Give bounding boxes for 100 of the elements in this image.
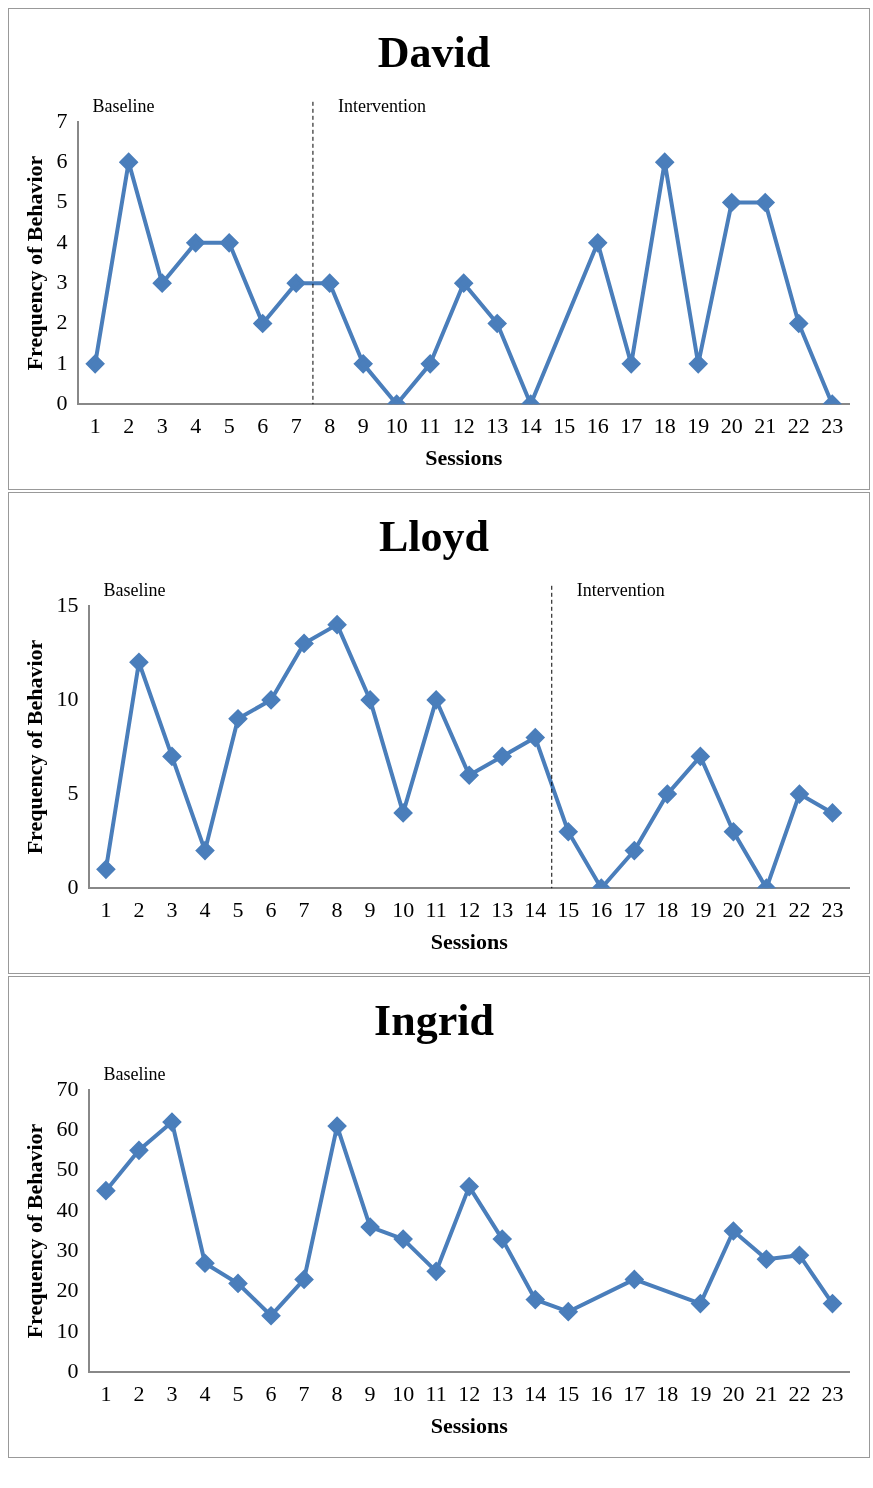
x-tick-label: 12 — [452, 413, 475, 439]
point — [96, 860, 115, 879]
point — [262, 1306, 281, 1325]
x-tick-label: 12 — [458, 1381, 481, 1407]
y-tick-label: 20 — [56, 1277, 79, 1303]
point — [320, 274, 339, 293]
x-tick-label: 2 — [133, 897, 145, 923]
x-tick-label: 17 — [620, 413, 643, 439]
point — [526, 1290, 545, 1309]
x-tick-label: 17 — [623, 897, 646, 923]
point — [129, 1141, 148, 1160]
point — [427, 1262, 446, 1281]
y-tick-label: 15 — [56, 591, 79, 617]
x-tick-label: 13 — [486, 413, 509, 439]
x-tick-label: 2 — [133, 1381, 145, 1407]
y-tick-label: 40 — [56, 1196, 79, 1222]
x-tick-label: 12 — [458, 897, 481, 923]
y-tick-label: 70 — [56, 1075, 79, 1101]
x-tick-label: 11 — [425, 1381, 447, 1407]
x-tick-label: 15 — [557, 1381, 580, 1407]
chart-title: David — [377, 27, 491, 77]
y-tick-label: 6 — [56, 147, 68, 173]
point — [195, 841, 214, 860]
x-tick-label: 8 — [324, 413, 336, 439]
y-tick-label: 1 — [56, 349, 68, 375]
point — [454, 274, 473, 293]
x-tick-label: 9 — [364, 897, 376, 923]
point — [361, 690, 380, 709]
y-tick-label: 50 — [56, 1156, 79, 1182]
point — [153, 274, 172, 293]
point — [229, 709, 248, 728]
x-tick-label: 16 — [590, 1381, 613, 1407]
x-tick-label: 1 — [100, 897, 112, 923]
point — [488, 314, 507, 333]
x-tick-label: 7 — [298, 897, 310, 923]
x-tick-label: 1 — [89, 413, 101, 439]
y-tick-label: 4 — [56, 228, 68, 254]
point — [427, 690, 446, 709]
x-tick-label: 4 — [199, 1381, 211, 1407]
x-tick-label: 8 — [331, 1381, 343, 1407]
text: Baseline — [92, 95, 155, 116]
point — [757, 1250, 776, 1269]
point — [460, 766, 479, 785]
point — [493, 747, 512, 766]
x-tick-label: 11 — [425, 897, 447, 923]
x-tick-label: 11 — [419, 413, 441, 439]
x-tick-label: 6 — [265, 1381, 277, 1407]
point — [195, 1254, 214, 1273]
x-tick-label: 14 — [524, 1381, 547, 1407]
point — [722, 193, 741, 212]
x-tick-label: 19 — [689, 897, 712, 923]
x-tick-label: 14 — [519, 413, 542, 439]
point — [559, 1302, 578, 1321]
text: Baseline — [103, 1063, 166, 1084]
point — [493, 1230, 512, 1249]
x-tick-label: 4 — [199, 897, 211, 923]
x-tick-label: 10 — [392, 897, 415, 923]
x-axis-title: Sessions — [425, 445, 503, 471]
x-tick-label: 14 — [524, 897, 547, 923]
point — [724, 822, 743, 841]
point — [129, 653, 148, 672]
x-tick-label: 19 — [689, 1381, 712, 1407]
point — [588, 233, 607, 252]
x-tick-label: 13 — [491, 897, 514, 923]
x-tick-label: 16 — [590, 897, 613, 923]
x-tick-label: 8 — [331, 897, 343, 923]
x-tick-label: 5 — [232, 1381, 244, 1407]
x-tick-label: 21 — [755, 1381, 778, 1407]
point — [162, 1113, 181, 1132]
point — [421, 354, 440, 373]
chart-title: Ingrid — [374, 995, 494, 1045]
y-tick-label: 60 — [56, 1115, 79, 1141]
point — [328, 1117, 347, 1136]
point — [354, 354, 373, 373]
x-tick-label: 7 — [298, 1381, 310, 1407]
x-tick-label: 4 — [190, 413, 202, 439]
point — [361, 1217, 380, 1236]
x-tick-label: 23 — [821, 413, 844, 439]
x-tick-label: 19 — [687, 413, 710, 439]
x-tick-label: 18 — [656, 897, 679, 923]
point — [328, 615, 347, 634]
y-tick-label: 5 — [67, 779, 79, 805]
point — [559, 822, 578, 841]
y-tick-label: 0 — [67, 873, 79, 899]
point — [229, 1274, 248, 1293]
y-axis-title: Frequency of Behavior — [21, 639, 47, 855]
point — [186, 233, 205, 252]
point — [658, 785, 677, 804]
x-tick-label: 22 — [787, 413, 810, 439]
x-tick-label: 6 — [257, 413, 269, 439]
point — [119, 153, 138, 172]
x-tick-label: 15 — [553, 413, 576, 439]
y-tick-label: 0 — [56, 389, 68, 415]
point — [691, 747, 710, 766]
y-tick-label: 10 — [56, 1317, 79, 1343]
y-tick-label: 10 — [56, 685, 79, 711]
x-tick-label: 3 — [156, 413, 168, 439]
x-tick-label: 3 — [166, 1381, 178, 1407]
y-axis-title: Frequency of Behavior — [21, 155, 47, 371]
x-tick-label: 13 — [491, 1381, 514, 1407]
